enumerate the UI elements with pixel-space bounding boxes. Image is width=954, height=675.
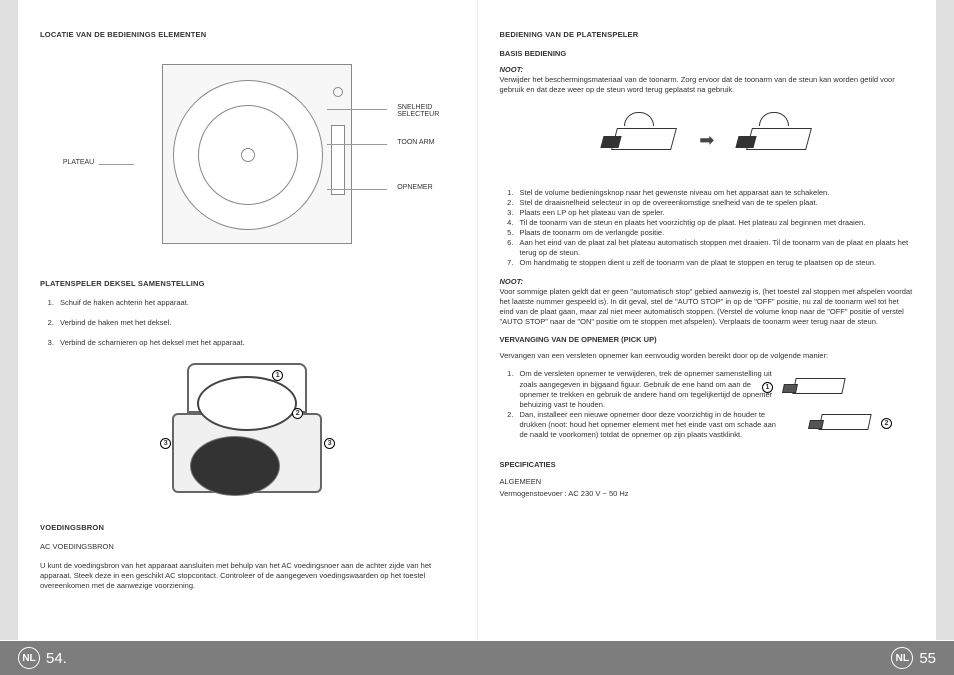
text-replace: Vervangen van een versleten opnemer kan …: [500, 351, 915, 361]
label-tonearm: TOON ARM: [397, 139, 434, 146]
heading-lid: PLATENSPELER DEKSEL SAMENSTELLING: [40, 279, 455, 288]
op-step: Aan het eind van de plaat zal het platea…: [516, 238, 915, 258]
arrow-icon: ➡: [699, 130, 714, 151]
lid-step: Schuif de haken achterin het apparaat.: [56, 298, 455, 308]
replace-steps: Om de versleten opnemer te verwijderen, …: [500, 369, 780, 440]
op-step: Plaats een LP op het plateau van de spel…: [516, 208, 915, 218]
page-right: BEDIENING VAN DE PLATENSPELER BASIS BEDI…: [478, 0, 937, 640]
page-number-right: 55: [919, 650, 936, 667]
text-power: U kunt de voedingsbron van het apparaat …: [40, 561, 455, 591]
lang-badge: NL: [891, 647, 913, 669]
op-step: Til de toonarm van de steun en plaats he…: [516, 218, 915, 228]
op-step: Plaats de toonarm om de verlangde positi…: [516, 228, 915, 238]
lid-step: Verbind de haken met het deksel.: [56, 318, 455, 328]
diagram-lid: 1 2 3 3: [142, 358, 352, 508]
heading-controls: LOCATIE VAN DE BEDIENINGS ELEMENTEN: [40, 30, 455, 39]
diagram-tonearm-remove: ➡: [500, 106, 915, 176]
lid-step: Verbind de scharnieren op het deksel met…: [56, 338, 455, 348]
heading-specs: SPECIFICATIES: [500, 460, 915, 470]
page-number-left: 54.: [46, 650, 67, 667]
note-text-2: Voor sommige platen geldt dat er geen "a…: [500, 287, 913, 326]
note-label: NOOT:: [500, 65, 524, 74]
heading-operation: BEDIENING VAN DE PLATENSPELER: [500, 30, 915, 39]
lang-badge: NL: [18, 647, 40, 669]
replace-step: Dan, installeer een nieuwe opnemer door …: [516, 410, 780, 440]
op-step: Stel de draaisnelheid selecteur in op de…: [516, 198, 915, 208]
op-step: Stel de volume bedieningsknop naar het g…: [516, 188, 915, 198]
note-label: NOOT:: [500, 277, 524, 286]
heading-power: VOEDINGSBRON: [40, 523, 455, 532]
heading-basic: BASIS BEDIENING: [500, 49, 915, 59]
label-speed: SNELHEID SELECTEUR: [397, 104, 439, 118]
sub-specs: ALGEMEEN: [500, 477, 915, 487]
note-text: Verwijder het beschermingsmateriaal van …: [500, 75, 895, 94]
label-pickup: OPNEMER: [397, 184, 432, 191]
operation-steps: Stel de volume bedieningsknop naar het g…: [500, 188, 915, 269]
sub-power: AC VOEDINGSBRON: [40, 542, 455, 552]
heading-replace: VERVANGING VAN DE OPNEMER (PICK UP): [500, 335, 915, 345]
page-left: LOCATIE VAN DE BEDIENINGS ELEMENTEN SNEL…: [18, 0, 477, 640]
lid-steps: Schuif de haken achterin het apparaat. V…: [40, 298, 455, 348]
spec-line: Vermogenstoevoer : AC 230 V ~ 50 Hz: [500, 489, 915, 499]
diagram-cartridge: 1 2: [762, 369, 892, 449]
label-plateau: PLATEAU: [63, 159, 94, 166]
footer: NL 54. NL 55: [0, 641, 954, 675]
replace-step: Om de versleten opnemer te verwijderen, …: [516, 369, 780, 410]
op-step: Om handmatig te stoppen dient u zelf de …: [516, 258, 915, 268]
diagram-turntable: SNELHEID SELECTEUR TOON ARM OPNEMER PLAT…: [82, 54, 412, 254]
